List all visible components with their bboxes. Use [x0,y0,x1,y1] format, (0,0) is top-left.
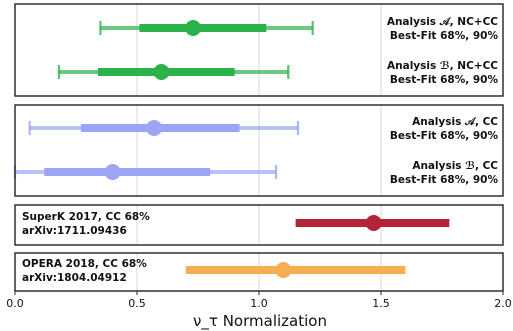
row-label-line1: SuperK 2017, CC 68% [22,211,150,223]
panel-3: SuperK 2017, CC 68% arXiv:1711.09436 [14,204,504,246]
panel-2-row-1: Analysis 𝒜, CC Best-Fit 68%, 90% [28,116,499,142]
best-fit-marker [275,262,292,278]
panel-1-row-1: Analysis 𝒜, NC+CC Best-Fit 68%, 90% [99,16,499,42]
row-label-line2: arXiv:1711.09436 [22,225,127,237]
panel-frame [14,3,504,97]
best-fit-marker [365,215,382,231]
best-fit-marker [146,120,163,136]
row-label-line1: OPERA 2018, CC 68% [22,258,147,270]
row-label-line1: Analysis 𝒜, CC [412,116,498,128]
row-label-line1: Analysis ℬ, CC [412,160,498,172]
row-label-line2: Best-Fit 68%, 90% [390,30,499,42]
panel-frame [14,104,504,197]
row-label-line1: Analysis 𝒜, NC+CC [387,16,498,28]
best-fit-marker [104,164,121,180]
panel-frame [14,204,504,246]
row-label-line2: Best-Fit 68%, 90% [390,74,499,86]
x-tick-label: 1.0 [250,297,268,310]
row-label-line2: Best-Fit 68%, 90% [390,130,499,142]
x-tick-label: 0.0 [6,297,24,310]
row-label-line2: Best-Fit 68%, 90% [390,174,499,186]
panel-2-row-2: Analysis ℬ, CC Best-Fit 68%, 90% [13,160,499,186]
panel-3-row-1: SuperK 2017, CC 68% arXiv:1711.09436 [22,211,450,237]
x-axis-title: ν_τ Normalization [193,312,327,331]
panel-1-row-2: Analysis ℬ, NC+CC Best-Fit 68%, 90% [57,60,499,86]
panel-4: OPERA 2018, CC 68% arXiv:1804.04912 [14,252,504,292]
x-tick-label: 1.5 [372,297,390,310]
best-fit-marker [153,64,170,80]
best-fit-marker [185,20,202,36]
panel-4-row-1: OPERA 2018, CC 68% arXiv:1804.04912 [22,258,406,284]
row-label-line1: Analysis ℬ, NC+CC [387,60,498,72]
x-tick-label: 2.0 [494,297,512,310]
row-label-line2: arXiv:1804.04912 [22,272,127,284]
x-tick-label: 0.5 [128,297,146,310]
